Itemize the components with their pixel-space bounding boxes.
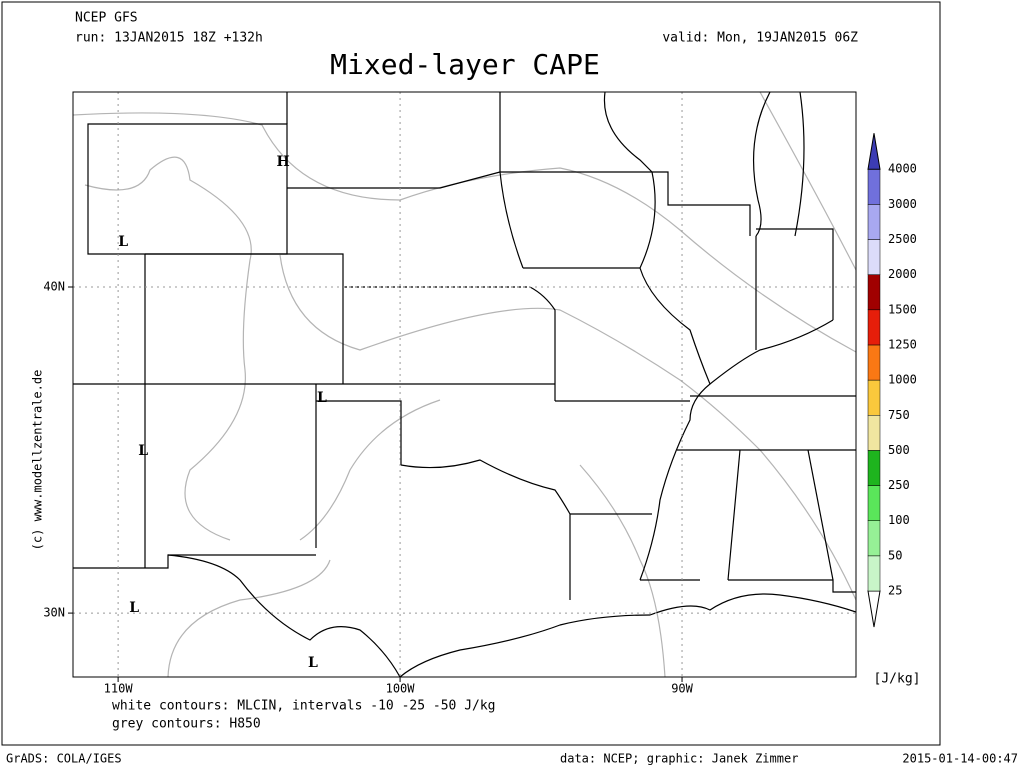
model: NCEP GFS — [75, 11, 138, 26]
colorbar-label: 2500 — [888, 232, 917, 246]
borders — [73, 92, 856, 677]
footer-left: GrADS: COLA/IGES — [6, 752, 122, 766]
colorbar-segment — [867, 239, 881, 275]
pressure-center: L — [308, 655, 318, 671]
y-tick-label: 40N — [43, 280, 65, 294]
colorbar-label: 1250 — [888, 337, 917, 351]
colorbar-label: 3000 — [888, 197, 917, 211]
colorbar-segment — [867, 204, 881, 240]
colorbar-label: 1000 — [888, 373, 917, 387]
x-tick-label: 110W — [104, 682, 134, 696]
colorbar-label: 4000 — [888, 162, 917, 176]
colorbar-label: 2000 — [888, 267, 917, 281]
colorbar-segment — [867, 450, 881, 486]
map: H L L L L L — [73, 92, 856, 677]
colorbar-label: 750 — [888, 408, 910, 422]
colorbar-segment — [867, 168, 881, 205]
watermark: (c) www.modellzentrale.de — [31, 370, 45, 551]
colorbar-segment — [867, 274, 881, 311]
pressure-center: L — [118, 234, 128, 250]
title: Mixed-layer CAPE — [330, 48, 600, 81]
footer-right: 2015-01-14-00:47 — [902, 752, 1018, 766]
colorbar-segment — [867, 520, 881, 557]
colorbar-label: 25 — [888, 584, 902, 598]
pressure-center: L — [317, 390, 327, 406]
x-tick-label: 100W — [386, 682, 416, 696]
colorbar-under — [867, 590, 881, 628]
run: run: 13JAN2015 18Z +132h — [75, 31, 263, 46]
colorbar-segment — [867, 415, 881, 451]
valid: valid: Mon, 19JAN2015 06Z — [662, 31, 858, 46]
colorbar-segment — [867, 555, 881, 592]
colorbar-label: 250 — [888, 478, 910, 492]
colorbar-segment — [867, 309, 881, 346]
colorbar-segment — [867, 379, 881, 416]
colorbar-segment — [867, 344, 881, 381]
map-frame — [72, 91, 857, 678]
x-tick-label: 90W — [671, 682, 693, 696]
colorbar-label: 1500 — [888, 302, 917, 316]
colorbar-label: 50 — [888, 548, 902, 562]
colorbar-label: 100 — [888, 513, 910, 527]
pressure-center: L — [129, 600, 139, 616]
colorbar-label: 500 — [888, 443, 910, 457]
y-tick-label: 30N — [43, 606, 65, 620]
pressure-center: H — [276, 154, 289, 170]
pressure-center: L — [138, 443, 148, 459]
colorbar-over — [867, 133, 881, 170]
outer-frame — [1, 1, 941, 746]
note: grey contours: H850 — [112, 717, 261, 732]
footer-center: data: NCEP; graphic: Janek Zimmer — [560, 752, 798, 766]
colorbar-segment — [867, 485, 881, 521]
colorbar-unit: [J/kg] — [874, 672, 921, 687]
note: white contours: MLCIN, intervals -10 -25… — [112, 699, 496, 714]
